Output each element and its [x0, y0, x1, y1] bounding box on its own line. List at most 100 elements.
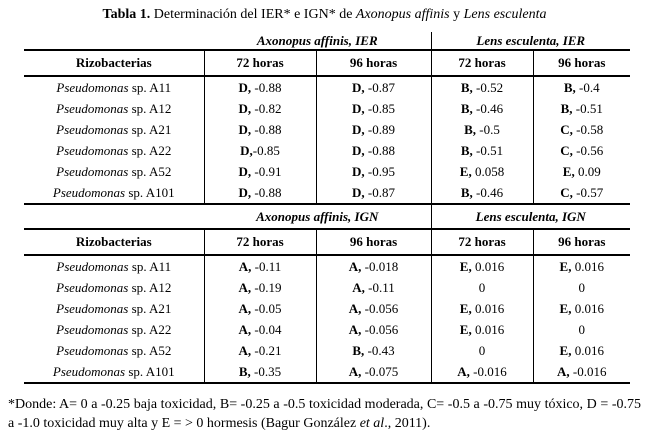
- cell-value: -0.35: [250, 363, 282, 379]
- strain-id: sp. A12: [128, 279, 172, 295]
- table-cell: D, -0.88: [203, 76, 316, 98]
- table-row: Pseudomonas sp. A101 D, -0.88 D, -0.87 B…: [24, 182, 630, 205]
- toxicity-code: D,: [352, 79, 365, 95]
- cell-value: -0.04: [251, 321, 282, 337]
- table-row: Pseudomonas sp. A11 D, -0.88 D, -0.87 B,…: [24, 76, 630, 98]
- group-header-lens-ier: Lens esculenta, IER: [431, 32, 630, 51]
- toxicity-code: D,: [352, 184, 365, 200]
- cell-value: -0.88: [251, 79, 282, 95]
- table-cell: A, -0.056: [315, 298, 431, 319]
- genus-name: Pseudomonas: [56, 163, 129, 179]
- cell-value: 0: [478, 279, 486, 295]
- cell-value: -0.4: [575, 79, 600, 95]
- table-row: Pseudomonas sp. A21 D, -0.88 D, -0.89 B,…: [24, 119, 630, 140]
- genus-name: Pseudomonas: [56, 100, 129, 116]
- strain-id: sp. A101: [125, 363, 175, 379]
- table-cell: C, -0.57: [532, 182, 630, 205]
- toxicity-code: B,: [563, 79, 576, 95]
- toxicity-code: A,: [457, 363, 470, 379]
- table-row: Pseudomonas sp. A12 D, -0.82 D, -0.85 B,…: [24, 98, 630, 119]
- cell-value: -0.075: [361, 363, 399, 379]
- table-cell: D, -0.88: [203, 182, 316, 205]
- table-cell: E, 0.016: [532, 298, 630, 319]
- cell-value: -0.46: [472, 100, 504, 116]
- strain-id: sp. A11: [128, 79, 172, 95]
- toxicity-code: E,: [562, 163, 575, 179]
- cell-value: -0.11: [364, 279, 395, 295]
- toxicity-code: A,: [352, 279, 365, 295]
- toxicity-code: D,: [352, 100, 365, 116]
- table-cell: A, -0.05: [203, 298, 316, 319]
- row-label: Pseudomonas sp. A22: [24, 140, 204, 161]
- strain-id: sp. A52: [128, 163, 172, 179]
- table-cell: E, 0.016: [532, 255, 630, 277]
- cell-value: -0.85: [252, 142, 280, 158]
- table-cell: D, -0.88: [203, 119, 316, 140]
- toxicity-code: B,: [460, 184, 473, 200]
- cell-value: -0.89: [364, 121, 395, 137]
- genus-name: Pseudomonas: [56, 142, 129, 158]
- table-cell: D, -0.95: [315, 161, 431, 182]
- table-cell: B, -0.43: [315, 340, 431, 361]
- row-label: Pseudomonas sp. A11: [24, 255, 204, 277]
- cell-value: 0.058: [471, 163, 505, 179]
- table-cell: B, -0.51: [430, 140, 533, 161]
- table-cell: E, 0.016: [430, 298, 533, 319]
- toxicity-code: D,: [240, 142, 253, 158]
- column-header-96h: 96 horas: [532, 229, 630, 256]
- table-cell: D, -0.85: [315, 98, 431, 119]
- column-header-72h: 72 horas: [203, 229, 316, 256]
- table-cell: C, -0.56: [532, 140, 630, 161]
- toxicity-code: B,: [464, 121, 477, 137]
- strain-id: sp. A22: [128, 321, 172, 337]
- toxicity-code: D,: [352, 163, 365, 179]
- cell-value: -0.056: [361, 300, 399, 316]
- table-cell: A, -0.018: [315, 255, 431, 277]
- toxicity-code: D,: [238, 100, 252, 116]
- table-cell: D,-0.85: [203, 140, 316, 161]
- table-cell: D, -0.82: [203, 98, 316, 119]
- cell-value: -0.88: [364, 142, 395, 158]
- toxicity-code: D,: [238, 121, 252, 137]
- row-label: Pseudomonas sp. A11: [24, 76, 204, 98]
- table-row: Pseudomonas sp. A52 A, -0.21 B, -0.43 0 …: [24, 340, 630, 361]
- table-cell: C, -0.58: [532, 119, 630, 140]
- genus-name: Pseudomonas: [52, 184, 126, 200]
- table-cell: B, -0.46: [430, 182, 533, 205]
- cell-value: 0.016: [471, 321, 505, 337]
- row-label: Pseudomonas sp. A52: [24, 161, 204, 182]
- cell-value: 0.016: [571, 300, 604, 316]
- footnote-et-al: et al: [359, 416, 385, 431]
- row-label: Pseudomonas sp. A101: [24, 361, 204, 384]
- cell-value: -0.21: [251, 342, 282, 358]
- toxicity-code: B,: [460, 100, 473, 116]
- cell-value: 0: [478, 342, 486, 358]
- group-header-row-ier: Axonopus affinis, IER Lens esculenta, IE…: [24, 32, 630, 51]
- table-cell: E, 0.058: [430, 161, 533, 182]
- table-cell: D, -0.87: [315, 76, 431, 98]
- table-cell: A, -0.19: [203, 277, 316, 298]
- toxicity-code: E,: [459, 163, 472, 179]
- cell-value: -0.85: [364, 100, 395, 116]
- cell-value: -0.91: [251, 163, 282, 179]
- cell-value: -0.88: [251, 121, 282, 137]
- table-title-label: Tabla 1.: [102, 7, 151, 22]
- toxicity-code: A,: [348, 300, 362, 316]
- genus-name: Pseudomonas: [56, 321, 129, 337]
- cell-value: -0.52: [472, 79, 504, 95]
- table-cell: A, -0.075: [315, 361, 431, 384]
- cell-value: -0.46: [472, 184, 504, 200]
- column-header-72h: 72 horas: [430, 50, 533, 77]
- table-cell: 0: [430, 277, 533, 298]
- toxicity-code: A,: [348, 363, 362, 379]
- toxicity-code: A,: [238, 321, 252, 337]
- toxicity-code: C,: [560, 121, 573, 137]
- cell-value: -0.88: [251, 184, 282, 200]
- column-header-rizobacterias: Rizobacterias: [24, 229, 204, 256]
- cell-value: -0.51: [472, 142, 504, 158]
- cell-value: 0.016: [471, 300, 505, 316]
- row-label: Pseudomonas sp. A21: [24, 298, 204, 319]
- table-cell: A, -0.04: [203, 319, 316, 340]
- table-cell: D, -0.87: [315, 182, 431, 205]
- table-row: Pseudomonas sp. A11 A, -0.11 A, -0.018 E…: [24, 255, 630, 277]
